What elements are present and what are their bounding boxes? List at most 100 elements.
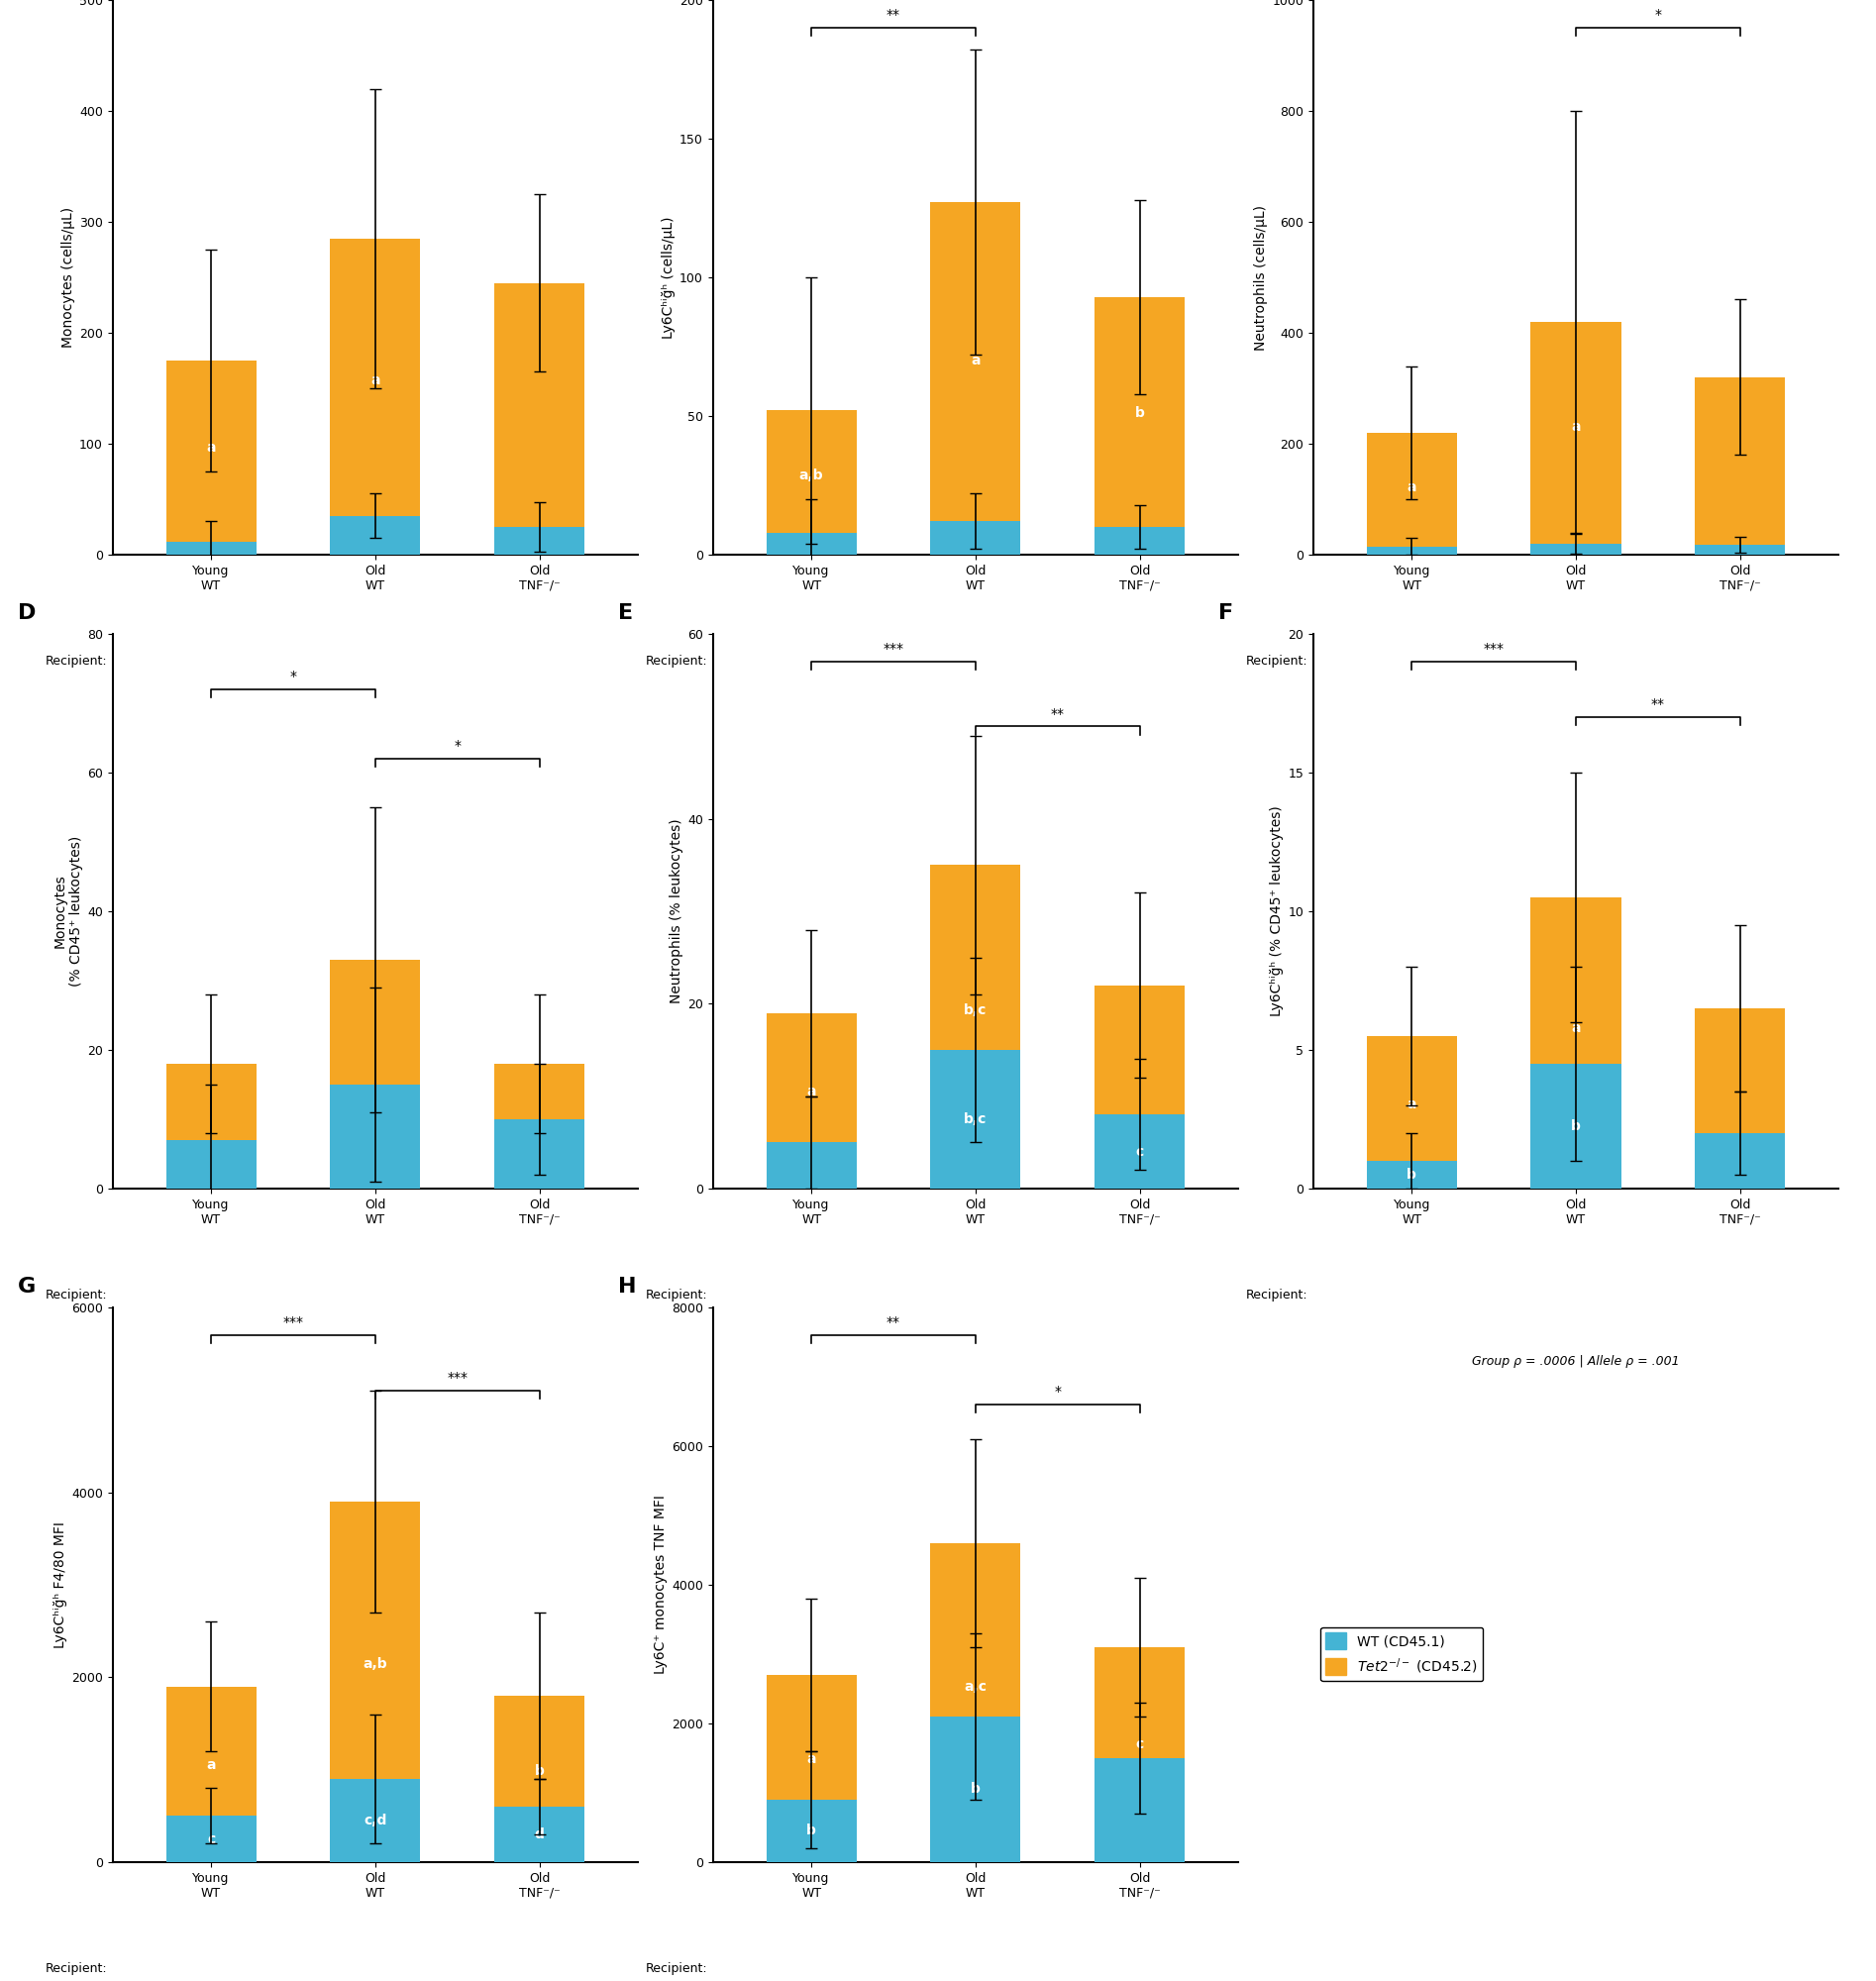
Bar [1366, 1161, 1458, 1189]
Text: **: ** [887, 8, 900, 22]
Y-axis label: Ly6C⁺ monocytes TNF MFI: Ly6C⁺ monocytes TNF MFI [653, 1496, 668, 1674]
Bar [765, 533, 857, 555]
Bar [1094, 1759, 1186, 1862]
Text: *: * [289, 670, 296, 683]
Text: a: a [970, 355, 981, 368]
Text: Recipient:: Recipient: [1246, 654, 1308, 668]
Text: *: * [454, 739, 461, 753]
Bar [930, 1543, 1021, 1862]
Text: c,d: c,d [364, 1815, 386, 1826]
Bar [1094, 297, 1186, 555]
Bar [493, 1696, 585, 1862]
Bar [930, 1050, 1021, 1189]
Text: G: G [19, 1276, 36, 1296]
Y-axis label: Neutrophils (cells/μL): Neutrophils (cells/μL) [1253, 204, 1268, 351]
Text: a: a [370, 374, 381, 388]
Text: c: c [1135, 1145, 1144, 1159]
Text: Group ρ = .01: Group ρ = .01 [332, 1355, 418, 1367]
Text: Group ρ = .0023 | Allele ρ = .0001: Group ρ = .0023 | Allele ρ = .0001 [869, 1355, 1082, 1367]
Bar [330, 1502, 420, 1862]
Text: Recipient:: Recipient: [645, 654, 707, 668]
Text: a: a [807, 1086, 816, 1099]
Bar [330, 961, 420, 1189]
Text: Allele ρ < .0001: Allele ρ < .0001 [325, 721, 426, 733]
Text: c: c [206, 1832, 216, 1846]
Text: Group ρ = .02 | Allele ρ < .0001: Group ρ = .02 | Allele ρ < .0001 [1476, 721, 1675, 733]
Text: b,c: b,c [964, 1004, 987, 1018]
Text: a,c: a,c [964, 1680, 987, 1694]
Bar [330, 238, 420, 555]
Bar [1366, 432, 1458, 555]
Text: Recipient:: Recipient: [645, 1288, 707, 1302]
Bar [1531, 543, 1621, 555]
Bar [1694, 1133, 1786, 1189]
Text: d: d [535, 1826, 544, 1842]
Text: **: ** [1051, 707, 1064, 721]
Legend: WT (CD45.1), $Tet2^{-/-}$ (CD45.2): WT (CD45.1), $Tet2^{-/-}$ (CD45.2) [1321, 1626, 1484, 1682]
Y-axis label: Monocytes
(% CD45⁺ leukocytes): Monocytes (% CD45⁺ leukocytes) [53, 836, 83, 987]
Text: b: b [1570, 1119, 1581, 1133]
Bar [1094, 1648, 1186, 1862]
Bar [930, 202, 1021, 555]
Bar [1531, 897, 1621, 1189]
Bar [1366, 547, 1458, 555]
Text: a: a [1407, 1097, 1416, 1111]
Bar [1094, 527, 1186, 555]
Text: a: a [206, 442, 216, 456]
Text: ***: *** [884, 642, 904, 656]
Bar [1694, 545, 1786, 555]
Bar [930, 521, 1021, 555]
Bar [493, 283, 585, 555]
Bar [165, 1686, 257, 1862]
Bar [765, 1012, 857, 1189]
Text: b: b [535, 1763, 544, 1777]
Text: Recipient:: Recipient: [45, 654, 107, 668]
Bar [1694, 376, 1786, 555]
Bar [930, 866, 1021, 1189]
Text: a: a [1570, 420, 1581, 434]
Bar [1094, 985, 1186, 1189]
Bar [493, 1064, 585, 1189]
Text: E: E [619, 602, 634, 622]
Text: ***: *** [283, 1315, 304, 1329]
Text: Group ρ = .0006 | Allele ρ = .001: Group ρ = .0006 | Allele ρ = .001 [1473, 1355, 1679, 1367]
Bar [165, 1064, 257, 1189]
Text: b: b [970, 1783, 981, 1797]
Text: b: b [1407, 1167, 1416, 1181]
Y-axis label: Ly6Cʰⁱğʰ F4/80 MFI: Ly6Cʰⁱğʰ F4/80 MFI [53, 1521, 68, 1648]
Text: *: * [1054, 1385, 1062, 1399]
Bar [493, 1119, 585, 1189]
Bar [1531, 1064, 1621, 1189]
Text: Recipient:: Recipient: [1246, 1288, 1308, 1302]
Text: c: c [1135, 1737, 1144, 1751]
Bar [493, 527, 585, 555]
Bar [493, 1807, 585, 1862]
Bar [930, 1716, 1021, 1862]
Text: H: H [619, 1276, 636, 1296]
Text: **: ** [1651, 697, 1664, 711]
Bar [765, 1799, 857, 1862]
Bar [165, 1817, 257, 1862]
Bar [765, 1143, 857, 1189]
Y-axis label: Neutrophils (% leukocytes): Neutrophils (% leukocytes) [670, 818, 683, 1004]
Bar [1694, 1008, 1786, 1189]
Y-axis label: Ly6Cʰⁱğʰ (% CD45⁺ leukocytes): Ly6Cʰⁱğʰ (% CD45⁺ leukocytes) [1270, 806, 1283, 1016]
Text: a,b: a,b [799, 468, 824, 481]
Text: ***: *** [1484, 642, 1505, 656]
Text: Int. ρ = .01 | Group ρ = .0023 |
Allele ρ < .0001: Int. ρ = .01 | Group ρ = .0023 | Allele … [878, 721, 1073, 749]
Text: a: a [206, 1759, 216, 1773]
Text: a: a [807, 1753, 816, 1767]
Text: Recipient:: Recipient: [45, 1288, 107, 1302]
Text: Recipient:: Recipient: [645, 1961, 707, 1975]
Text: b: b [1135, 406, 1144, 420]
Bar [1531, 321, 1621, 555]
Bar [165, 1141, 257, 1189]
Bar [1366, 1036, 1458, 1189]
Text: ***: *** [446, 1371, 467, 1385]
Bar [165, 361, 257, 555]
Text: b,c: b,c [964, 1113, 987, 1125]
Text: b: b [807, 1825, 816, 1838]
Bar [1094, 1115, 1186, 1189]
Text: a,b: a,b [362, 1656, 388, 1670]
Text: D: D [19, 602, 36, 622]
